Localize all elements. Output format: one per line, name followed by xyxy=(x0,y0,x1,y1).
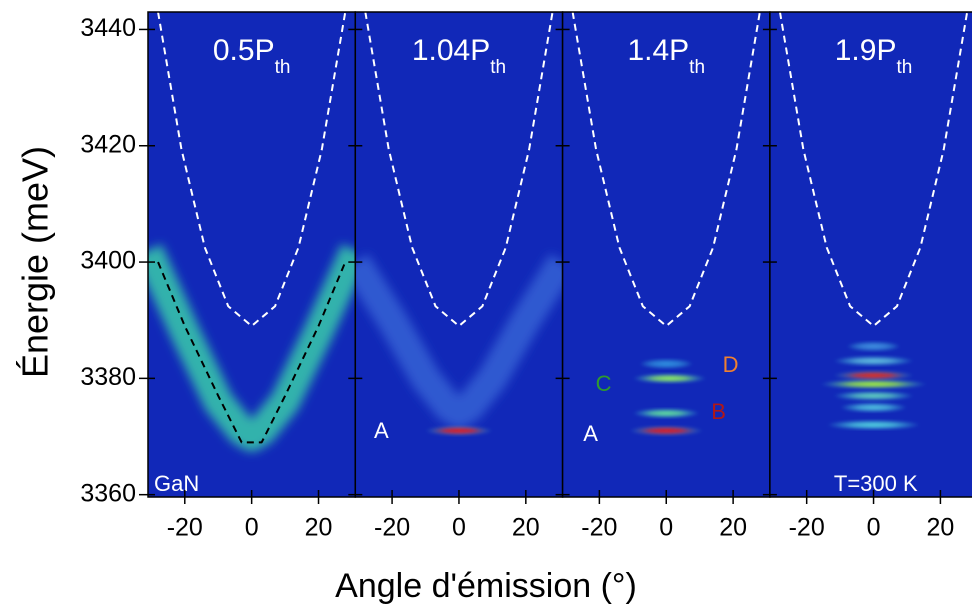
panel-title-main: 1.04P xyxy=(412,34,490,67)
panel-background xyxy=(148,12,356,497)
emission-band xyxy=(148,244,356,452)
y-tick-label: 3360 xyxy=(80,479,136,507)
x-tick-label: 20 xyxy=(512,514,540,542)
y-tick-label: 3440 xyxy=(80,14,136,42)
dispersion-curve xyxy=(157,261,347,444)
panel-background xyxy=(769,12,972,497)
annotation: GaN xyxy=(154,471,199,496)
x-tick-label: -20 xyxy=(374,514,410,542)
panel xyxy=(769,12,972,497)
emission-mode xyxy=(846,341,901,352)
x-tick-label: -20 xyxy=(789,514,825,542)
annotation: A xyxy=(583,421,598,446)
x-tick-label: -20 xyxy=(167,514,203,542)
x-tick-label: 20 xyxy=(927,514,955,542)
emission-mode xyxy=(629,425,704,436)
panel-title-sub: th xyxy=(490,57,506,78)
dispersion-curve xyxy=(364,12,554,328)
x-tick-label: 0 xyxy=(659,514,673,542)
emission-mode xyxy=(639,358,693,369)
emission-mode xyxy=(632,373,707,384)
emission-mode xyxy=(833,390,914,401)
annotation: T=300 K xyxy=(834,471,918,496)
dispersion-curve xyxy=(571,12,761,328)
emission-mode xyxy=(833,370,914,381)
x-axis-label: Angle d'émission (°) xyxy=(335,567,637,605)
y-tick-label: 3380 xyxy=(80,363,136,391)
emission-mode xyxy=(425,425,493,436)
x-tick-label: 0 xyxy=(452,514,466,542)
x-tick-label: 20 xyxy=(305,514,333,542)
panel-title-main: 1.9P xyxy=(835,34,897,67)
x-tick-label: 0 xyxy=(867,514,881,542)
panel-title-sub: th xyxy=(275,57,291,78)
panel-title-sub: th xyxy=(896,57,912,78)
y-tick-label: 3420 xyxy=(80,130,136,158)
emission-mode xyxy=(820,379,928,390)
y-tick-label: 3400 xyxy=(80,247,136,275)
x-tick-label: 0 xyxy=(245,514,259,542)
panel xyxy=(562,12,770,497)
annotation: D xyxy=(723,352,739,377)
emission-mode xyxy=(840,402,907,413)
annotation: A xyxy=(374,418,389,443)
panel-title-main: 0.5P xyxy=(213,34,275,67)
emission-mode xyxy=(833,355,914,366)
panel-title: 1.4Pth xyxy=(627,34,705,78)
x-tick-label: 20 xyxy=(719,514,747,542)
panel xyxy=(355,12,563,497)
y-axis-label: Énergie (meV) xyxy=(15,146,56,378)
panel-title-sub: th xyxy=(689,57,705,78)
panel-title-main: 1.4P xyxy=(627,34,689,67)
emission-band xyxy=(355,254,563,429)
panel xyxy=(148,12,356,497)
annotation: C xyxy=(596,371,612,396)
panel-title: 1.9Pth xyxy=(835,34,913,78)
dispersion-curve xyxy=(778,12,969,328)
emission-mode xyxy=(632,408,700,419)
x-tick-label: -20 xyxy=(581,514,617,542)
annotation: B xyxy=(711,399,726,424)
panel-title: 1.04Pth xyxy=(412,34,506,78)
emission-mode xyxy=(826,419,921,430)
dispersion-curve xyxy=(157,12,347,328)
panel-title: 0.5Pth xyxy=(213,34,291,78)
